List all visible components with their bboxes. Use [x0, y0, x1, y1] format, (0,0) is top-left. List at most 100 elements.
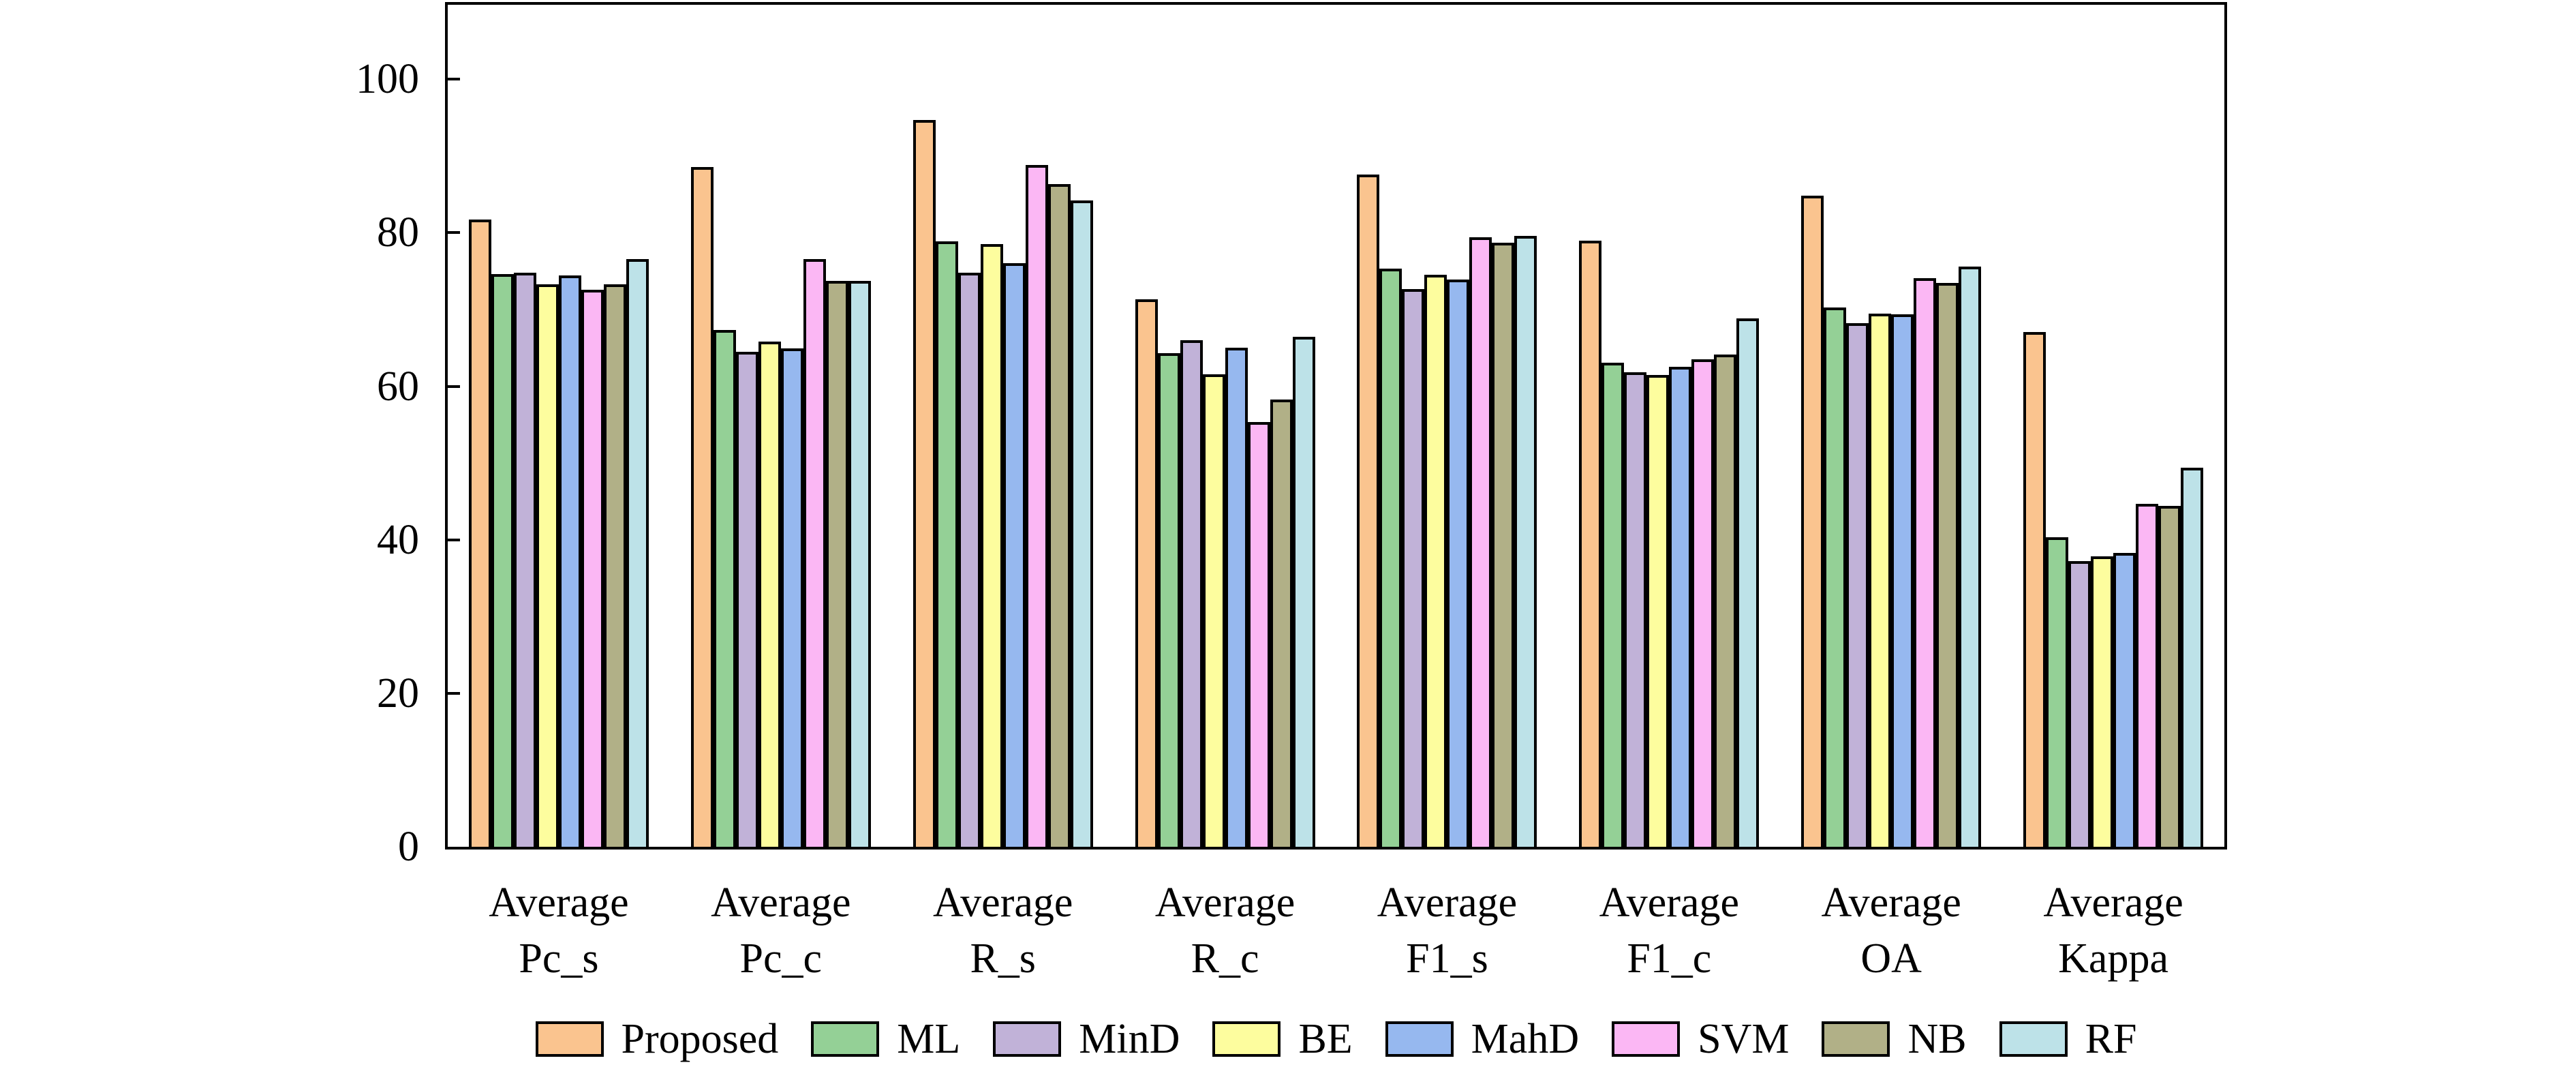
bar-ml-g0	[491, 274, 514, 847]
y-tick-60	[448, 385, 460, 388]
legend-swatch-ml	[811, 1021, 880, 1057]
y-tick-label-20: 20	[377, 670, 419, 717]
bar-ml-g2	[935, 241, 958, 847]
legend: Proposed ML MinD BE MahD SVM NB RF	[445, 1013, 2227, 1065]
bar-mahd-g7	[2113, 552, 2136, 847]
bar-proposed-g1	[690, 166, 714, 847]
legend-item-ml: ML	[811, 1018, 960, 1060]
legend-swatch-mahd	[1385, 1021, 1454, 1057]
bar-rf-g2	[1070, 200, 1093, 847]
x-category-label-average-f1-s: Average F1_s	[1377, 880, 1518, 982]
bar-group-average-r-c	[1114, 5, 1336, 847]
bar-group-average-f1-s	[1336, 5, 1559, 847]
bar-rf-g5	[1736, 318, 1760, 847]
bar-svm-g5	[1691, 359, 1715, 847]
bar-group-average-f1-c	[1558, 5, 1780, 847]
bar-rf-g1	[848, 281, 871, 847]
bar-be-g2	[980, 244, 1003, 847]
bar-be-g4	[1424, 275, 1447, 847]
bar-nb-g3	[1270, 399, 1293, 847]
bar-ml-g3	[1157, 353, 1180, 847]
bar-svm-g2	[1025, 165, 1048, 847]
legend-label-mahd: MahD	[1471, 1016, 1580, 1062]
bar-group-average-pc-s	[448, 5, 670, 847]
bar-mahd-g2	[1002, 263, 1026, 847]
x-category-label-average-oa: Average OA	[1821, 880, 1961, 982]
legend-swatch-rf	[1999, 1021, 2068, 1057]
bar-ml-g1	[713, 330, 736, 847]
legend-label-mind: MinD	[1079, 1016, 1180, 1062]
x-category-label-average-kappa: Average Kappa	[2043, 880, 2183, 982]
bar-mind-g6	[1846, 323, 1869, 847]
bar-be-g6	[1869, 313, 1892, 847]
bar-nb-g4	[1492, 243, 1515, 847]
bar-mind-g3	[1180, 340, 1203, 847]
bar-mahd-g5	[1669, 367, 1692, 847]
bar-group-average-oa	[1780, 5, 2002, 847]
bar-mind-g1	[735, 351, 758, 847]
bar-mahd-g6	[1891, 314, 1914, 847]
y-tick-label-80: 80	[377, 209, 419, 256]
bar-rf-g4	[1514, 235, 1537, 847]
bar-proposed-g5	[1579, 240, 1602, 847]
bar-group-average-kappa	[2002, 5, 2224, 847]
bar-nb-g5	[1714, 355, 1737, 847]
bar-nb-g7	[2158, 506, 2181, 847]
y-tick-80	[448, 231, 460, 235]
legend-swatch-proposed	[535, 1021, 604, 1057]
legend-swatch-be	[1212, 1021, 1281, 1057]
bar-group-average-pc-c	[670, 5, 892, 847]
bar-ml-g6	[1824, 307, 1847, 847]
bar-be-g1	[758, 342, 781, 847]
bar-svm-g6	[1914, 277, 1937, 847]
legend-label-ml: ML	[897, 1016, 961, 1062]
y-tick-20	[448, 691, 460, 695]
bar-be-g7	[2091, 556, 2114, 847]
y-tick-label-40: 40	[377, 516, 419, 563]
bar-ml-g4	[1379, 269, 1402, 847]
x-category-label-average-r-s: Average R_s	[933, 880, 1073, 982]
bar-rf-g6	[1959, 266, 1982, 847]
bar-mind-g7	[2068, 561, 2091, 847]
bar-mahd-g1	[780, 348, 803, 847]
bar-ml-g5	[1601, 362, 1625, 847]
bar-be-g0	[536, 284, 559, 847]
legend-item-mind: MinD	[993, 1018, 1180, 1060]
legend-swatch-svm	[1612, 1021, 1681, 1057]
bar-rf-g0	[626, 258, 649, 847]
bar-proposed-g7	[2023, 331, 2046, 847]
bar-svm-g7	[2136, 503, 2159, 847]
bar-mind-g4	[1402, 288, 1425, 847]
bar-groups-container	[448, 5, 2224, 847]
x-category-label-average-r-c: Average R_c	[1154, 880, 1295, 982]
y-tick-40	[448, 538, 460, 541]
bar-mahd-g0	[558, 275, 581, 847]
legend-label-svm: SVM	[1698, 1016, 1790, 1062]
legend-item-be: BE	[1212, 1018, 1353, 1060]
bar-be-g5	[1646, 374, 1670, 847]
bar-mahd-g3	[1225, 348, 1248, 847]
bar-rf-g7	[2181, 467, 2204, 847]
bar-ml-g7	[2046, 537, 2069, 847]
y-tick-label-60: 60	[377, 363, 419, 410]
bar-proposed-g4	[1357, 174, 1380, 847]
bar-be-g3	[1202, 374, 1225, 847]
bar-svm-g1	[803, 258, 826, 847]
x-category-label-average-f1-c: Average F1_c	[1599, 880, 1739, 982]
legend-item-rf: RF	[1999, 1016, 2137, 1062]
bar-proposed-g0	[468, 220, 491, 847]
bar-mind-g5	[1624, 372, 1647, 847]
bar-svm-g0	[581, 289, 604, 847]
x-category-label-average-pc-c: Average Pc_c	[711, 880, 851, 982]
legend-item-proposed: Proposed	[535, 1018, 778, 1060]
y-tick-100	[448, 78, 460, 81]
legend-swatch-mind	[993, 1021, 1062, 1057]
legend-item-nb: NB	[1822, 1018, 1967, 1060]
bar-proposed-g3	[1135, 299, 1158, 847]
bar-nb-g2	[1047, 184, 1071, 847]
legend-label-rf: RF	[2085, 1016, 2137, 1062]
legend-swatch-nb	[1822, 1021, 1890, 1057]
bar-group-average-r-s	[892, 5, 1114, 847]
bar-proposed-g2	[913, 119, 936, 847]
